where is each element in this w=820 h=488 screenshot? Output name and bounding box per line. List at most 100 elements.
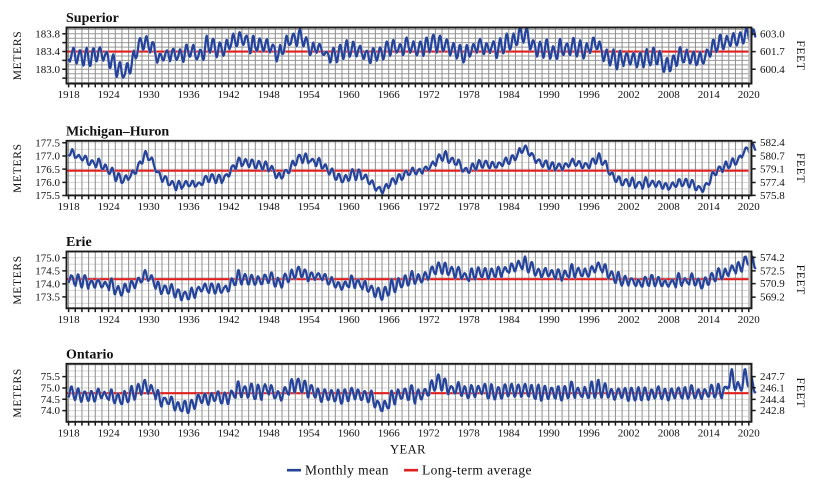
svg-text:FEET: FEET bbox=[794, 378, 806, 408]
svg-text:177.0: 177.0 bbox=[35, 151, 60, 163]
svg-text:Monthly mean: Monthly mean bbox=[305, 463, 389, 478]
svg-text:2014: 2014 bbox=[698, 89, 721, 101]
svg-text:601.7: 601.7 bbox=[760, 46, 785, 58]
svg-text:FEET: FEET bbox=[794, 265, 806, 295]
svg-text:1954: 1954 bbox=[298, 314, 321, 326]
svg-text:1936: 1936 bbox=[178, 427, 201, 439]
svg-text:1918: 1918 bbox=[58, 201, 81, 213]
svg-text:75.5: 75.5 bbox=[41, 371, 61, 383]
svg-text:177.5: 177.5 bbox=[35, 137, 60, 149]
svg-text:74.5: 74.5 bbox=[41, 394, 61, 406]
svg-text:174.0: 174.0 bbox=[35, 279, 60, 291]
svg-text:574.2: 574.2 bbox=[760, 252, 785, 264]
svg-text:1954: 1954 bbox=[298, 89, 321, 101]
svg-text:1930: 1930 bbox=[138, 314, 161, 326]
svg-text:74.0: 74.0 bbox=[41, 405, 61, 417]
svg-text:600.4: 600.4 bbox=[760, 64, 785, 76]
svg-text:1966: 1966 bbox=[378, 201, 401, 213]
svg-text:176.0: 176.0 bbox=[35, 177, 60, 189]
svg-text:1948: 1948 bbox=[258, 314, 281, 326]
svg-text:183.4: 183.4 bbox=[35, 46, 60, 58]
svg-text:1960: 1960 bbox=[338, 201, 361, 213]
svg-text:1930: 1930 bbox=[138, 89, 161, 101]
svg-text:1924: 1924 bbox=[98, 89, 121, 101]
svg-text:1936: 1936 bbox=[178, 201, 201, 213]
svg-text:1942: 1942 bbox=[218, 314, 240, 326]
svg-text:1966: 1966 bbox=[378, 89, 401, 101]
svg-text:FEET: FEET bbox=[794, 153, 806, 183]
svg-text:1954: 1954 bbox=[298, 427, 321, 439]
svg-text:572.5: 572.5 bbox=[760, 266, 785, 278]
svg-text:2008: 2008 bbox=[658, 427, 681, 439]
svg-text:Erie: Erie bbox=[66, 235, 92, 250]
svg-text:1978: 1978 bbox=[458, 201, 481, 213]
svg-text:569.2: 569.2 bbox=[760, 292, 785, 304]
svg-text:580.7: 580.7 bbox=[760, 151, 785, 163]
svg-text:1972: 1972 bbox=[418, 314, 440, 326]
svg-text:1990: 1990 bbox=[538, 427, 561, 439]
svg-text:1972: 1972 bbox=[418, 201, 440, 213]
svg-text:1936: 1936 bbox=[178, 314, 201, 326]
svg-text:Long-term average: Long-term average bbox=[422, 463, 532, 478]
svg-text:1972: 1972 bbox=[418, 89, 440, 101]
svg-text:1918: 1918 bbox=[58, 314, 81, 326]
svg-text:1978: 1978 bbox=[458, 314, 481, 326]
svg-text:183.8: 183.8 bbox=[35, 28, 60, 40]
svg-text:173.5: 173.5 bbox=[35, 292, 60, 304]
svg-text:603.0: 603.0 bbox=[760, 29, 785, 41]
svg-text:2014: 2014 bbox=[698, 314, 721, 326]
svg-text:1960: 1960 bbox=[338, 314, 361, 326]
svg-text:1966: 1966 bbox=[378, 427, 401, 439]
svg-text:2014: 2014 bbox=[698, 201, 721, 213]
svg-text:570.9: 570.9 bbox=[760, 278, 785, 290]
svg-text:75.0: 75.0 bbox=[41, 383, 61, 395]
svg-text:1978: 1978 bbox=[458, 427, 481, 439]
svg-text:577.4: 577.4 bbox=[760, 177, 785, 189]
svg-text:2002: 2002 bbox=[618, 89, 640, 101]
svg-text:1948: 1948 bbox=[258, 201, 281, 213]
svg-text:1948: 1948 bbox=[258, 89, 281, 101]
svg-text:1918: 1918 bbox=[58, 89, 81, 101]
svg-text:1984: 1984 bbox=[498, 427, 521, 439]
svg-text:METERS: METERS bbox=[12, 143, 24, 193]
svg-text:1996: 1996 bbox=[578, 89, 601, 101]
svg-text:1966: 1966 bbox=[378, 314, 401, 326]
svg-text:METERS: METERS bbox=[12, 31, 24, 81]
svg-text:2020: 2020 bbox=[738, 427, 761, 439]
svg-text:2002: 2002 bbox=[618, 314, 640, 326]
svg-text:247.7: 247.7 bbox=[760, 371, 785, 383]
svg-text:582.4: 582.4 bbox=[760, 137, 785, 149]
svg-text:1984: 1984 bbox=[498, 314, 521, 326]
svg-text:Michigan–Huron: Michigan–Huron bbox=[66, 124, 169, 139]
svg-text:1930: 1930 bbox=[138, 427, 161, 439]
svg-text:1990: 1990 bbox=[538, 201, 561, 213]
svg-text:1930: 1930 bbox=[138, 201, 161, 213]
svg-text:246.1: 246.1 bbox=[760, 382, 785, 394]
svg-text:2008: 2008 bbox=[658, 201, 681, 213]
svg-text:1936: 1936 bbox=[178, 89, 201, 101]
svg-text:1984: 1984 bbox=[498, 89, 521, 101]
svg-text:1996: 1996 bbox=[578, 427, 601, 439]
svg-text:METERS: METERS bbox=[12, 255, 24, 305]
svg-text:1990: 1990 bbox=[538, 314, 561, 326]
svg-text:2020: 2020 bbox=[738, 314, 761, 326]
svg-text:1954: 1954 bbox=[298, 201, 321, 213]
svg-text:2002: 2002 bbox=[618, 201, 640, 213]
svg-text:1960: 1960 bbox=[338, 427, 361, 439]
svg-text:2002: 2002 bbox=[618, 427, 640, 439]
svg-text:1924: 1924 bbox=[98, 427, 121, 439]
svg-text:174.5: 174.5 bbox=[35, 265, 60, 277]
svg-text:579.1: 579.1 bbox=[760, 164, 785, 176]
svg-text:1996: 1996 bbox=[578, 201, 601, 213]
svg-text:1978: 1978 bbox=[458, 89, 481, 101]
svg-text:575.8: 575.8 bbox=[760, 190, 785, 202]
svg-text:2008: 2008 bbox=[658, 314, 681, 326]
svg-text:1948: 1948 bbox=[258, 427, 281, 439]
svg-text:175.0: 175.0 bbox=[35, 252, 60, 264]
svg-text:176.5: 176.5 bbox=[35, 164, 60, 176]
svg-text:1996: 1996 bbox=[578, 314, 601, 326]
svg-text:1942: 1942 bbox=[218, 427, 240, 439]
svg-text:Ontario: Ontario bbox=[66, 347, 113, 362]
svg-text:FEET: FEET bbox=[794, 40, 806, 70]
svg-text:1924: 1924 bbox=[98, 201, 121, 213]
